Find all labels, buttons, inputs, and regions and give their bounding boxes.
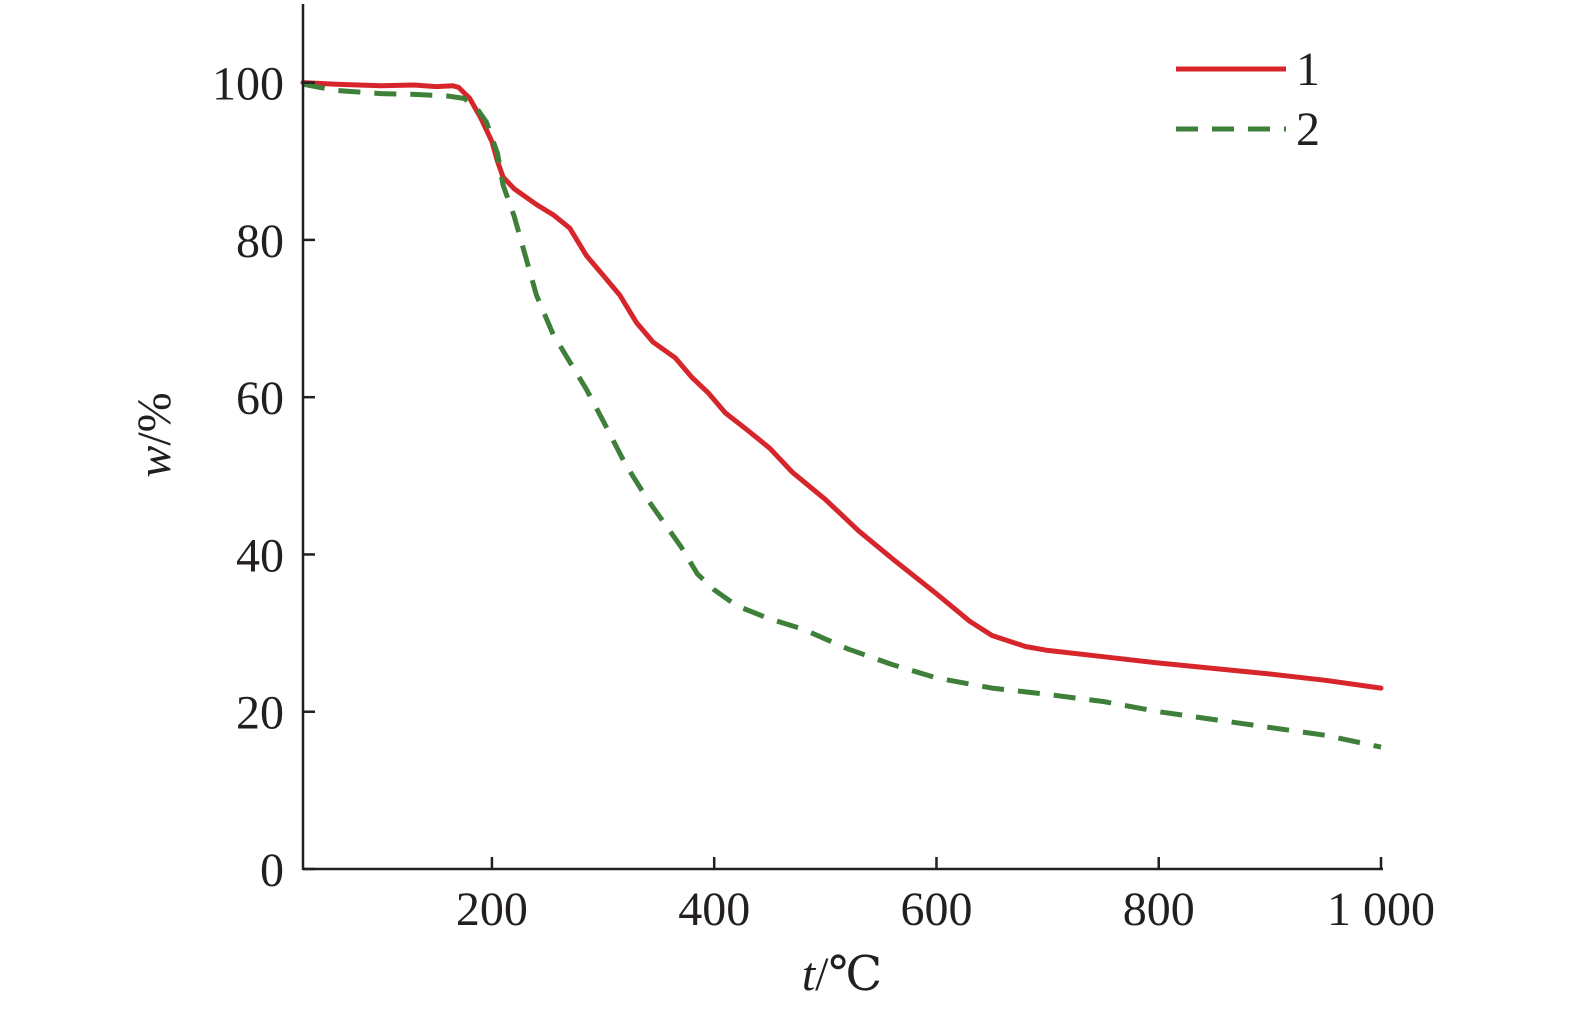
y-ticks: 0 20 40 60 80 100 <box>212 58 315 897</box>
y-axis-var: w <box>128 446 181 478</box>
x-tick-label: 600 <box>900 883 972 936</box>
legend-label-series-1: 1 <box>1296 43 1320 96</box>
y-axis-title: w/% <box>128 392 181 477</box>
series-line-1 <box>300 80 1384 691</box>
series-line-2 <box>302 81 1382 750</box>
x-tick-label: 800 <box>1123 883 1195 936</box>
x-ticks: 200 400 600 800 1 000 <box>456 857 1435 936</box>
legend-label-series-2: 2 <box>1296 103 1320 156</box>
x-tick-label: 1 000 <box>1327 883 1435 936</box>
y-tick-label: 60 <box>236 372 284 425</box>
legend: 1 2 <box>1176 43 1320 156</box>
x-axis-title: t/℃ <box>802 948 882 1001</box>
y-tick-label: 80 <box>236 215 284 268</box>
y-tick-label: 0 <box>260 844 284 897</box>
x-axis-var: t <box>802 948 817 1001</box>
y-tick-label: 20 <box>236 687 284 740</box>
y-tick-label: 40 <box>236 529 284 582</box>
plot-lines <box>300 80 1384 750</box>
y-axis-unit: /% <box>128 392 181 445</box>
x-axis-unit: /℃ <box>815 948 882 1001</box>
y-tick-label: 100 <box>212 58 284 111</box>
x-tick-label: 400 <box>678 883 750 936</box>
x-tick-label: 200 <box>456 883 528 936</box>
